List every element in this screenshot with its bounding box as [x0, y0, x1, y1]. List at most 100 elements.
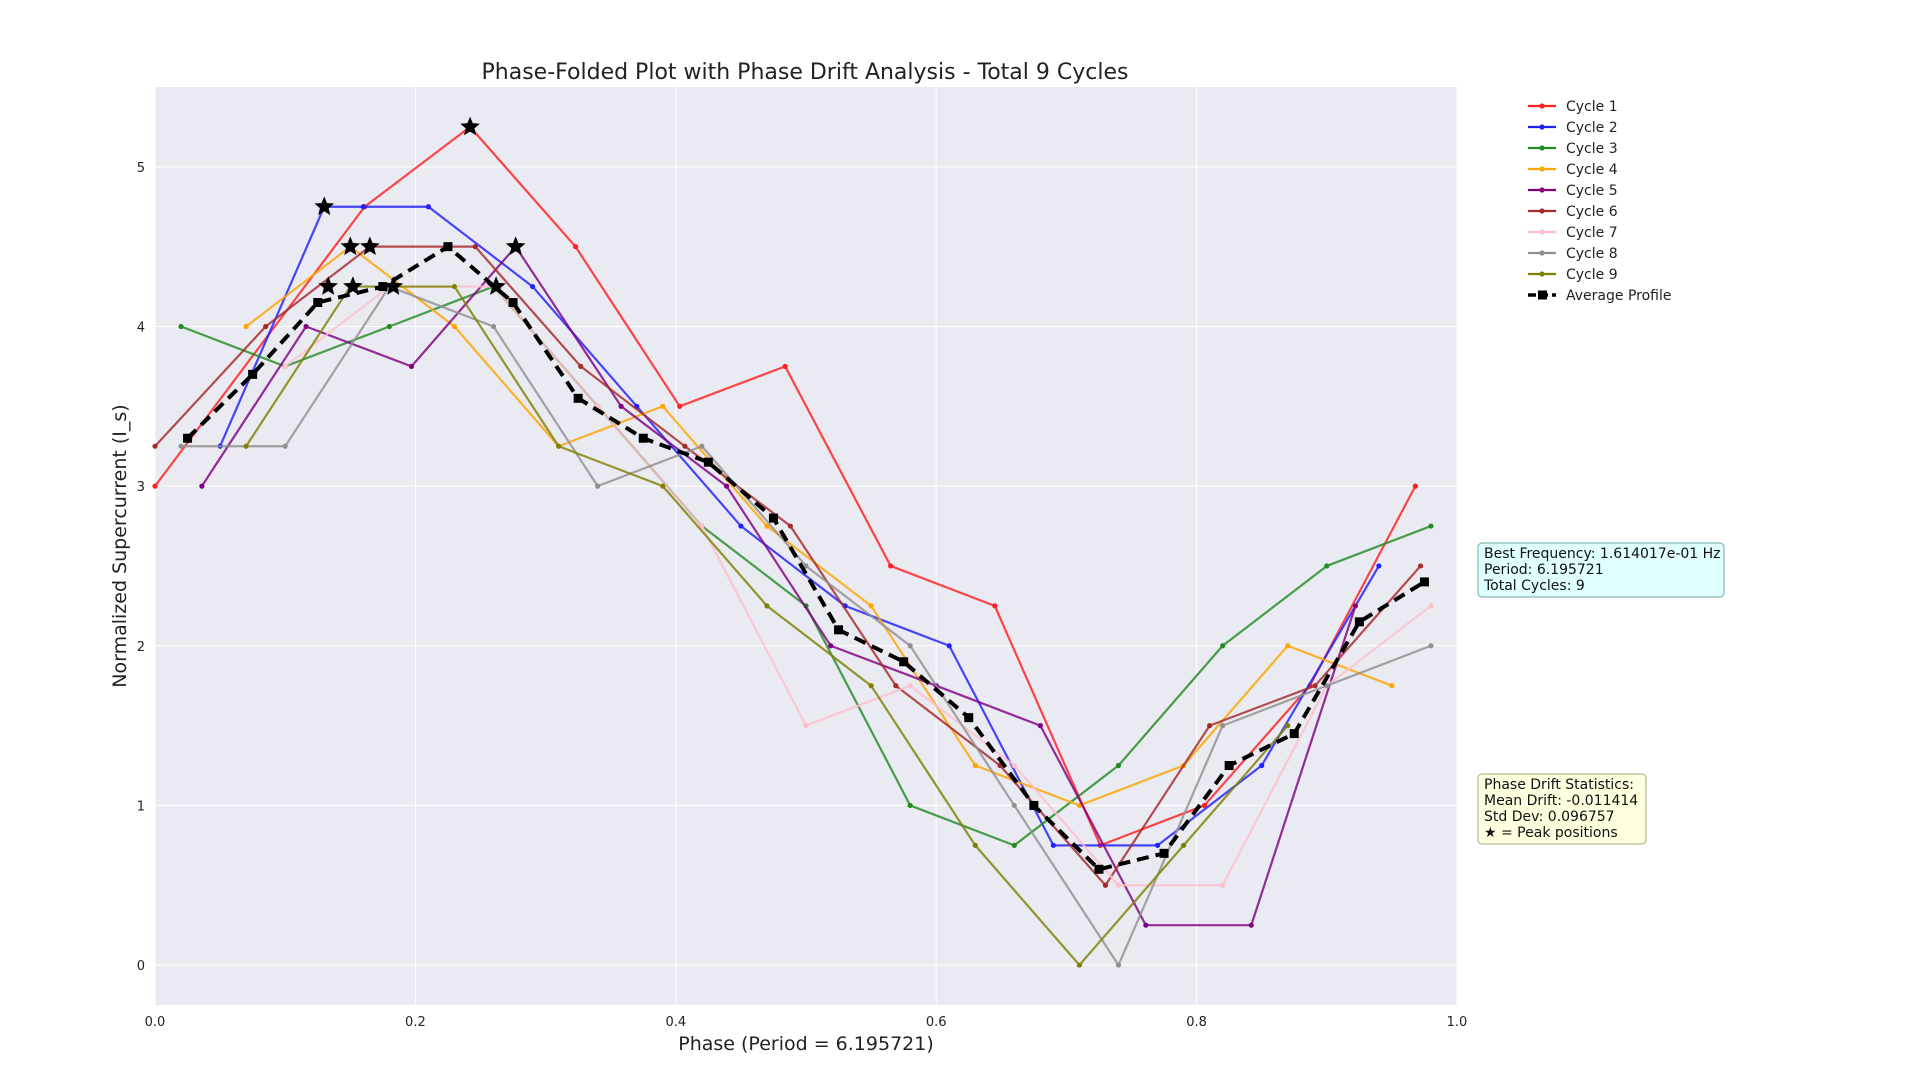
- data-point: [451, 323, 458, 330]
- data-point: [868, 683, 874, 689]
- data-point: [972, 762, 978, 769]
- info-frequency: Best Frequency: 1.614017e-01 Hz: [1484, 546, 1721, 562]
- data-point: [1011, 842, 1017, 848]
- data-point: [638, 433, 648, 443]
- data-point: [992, 603, 998, 609]
- legend-label: Cycle 3: [1566, 141, 1618, 157]
- legend-label: Cycle 9: [1566, 267, 1618, 283]
- data-point: [386, 323, 392, 330]
- data-point: [1324, 563, 1330, 569]
- data-point: [282, 443, 288, 449]
- legend-marker: [1539, 208, 1545, 214]
- drift-box: Phase Drift Statistics: Mean Drift: -0.0…: [1477, 773, 1647, 845]
- data-point: [907, 643, 913, 649]
- y-tick-label: 4: [137, 320, 145, 335]
- data-point: [313, 298, 323, 308]
- drift-peak-note: ★ = Peak positions: [1484, 825, 1618, 841]
- peak-star-marker: [505, 236, 526, 256]
- data-point: [699, 443, 705, 449]
- data-point: [443, 242, 453, 252]
- x-axis-ticks: 0.0 0.2 0.4 0.6 0.8 1.0: [145, 1015, 1468, 1030]
- grid-lines: [154, 87, 1458, 1005]
- peak-star-marker: [314, 196, 335, 216]
- y-tick-label: 0: [137, 959, 145, 974]
- legend-marker: [1539, 271, 1545, 277]
- data-point: [1201, 802, 1208, 809]
- data-point: [508, 298, 518, 308]
- data-point: [472, 244, 478, 250]
- data-point: [1220, 643, 1226, 649]
- data-point: [738, 523, 744, 529]
- data-point: [1037, 723, 1043, 729]
- legend-label: Average Profile: [1566, 288, 1671, 304]
- data-point: [183, 433, 193, 443]
- data-point: [1094, 864, 1104, 874]
- data-point: [893, 683, 899, 689]
- peak-star-marker: [360, 236, 380, 256]
- data-point: [152, 483, 158, 489]
- series-line: [284, 285, 1432, 887]
- data-point: [1102, 882, 1109, 888]
- x-tick-label: 0.6: [926, 1015, 947, 1030]
- data-point: [888, 563, 894, 569]
- legend-entry-cycle-6: Cycle 6: [1528, 204, 1618, 220]
- data-point: [378, 282, 388, 292]
- data-point: [1207, 723, 1213, 729]
- data-point: [1224, 761, 1234, 771]
- data-point: [1428, 603, 1434, 609]
- legend-marker: [1539, 103, 1545, 109]
- data-point: [1220, 723, 1226, 729]
- series-cycle-9: [243, 283, 1291, 968]
- data-point: [1289, 729, 1299, 739]
- data-point: [1259, 762, 1265, 769]
- data-point: [556, 443, 562, 449]
- chart-title: Phase-Folded Plot with Phase Drift Analy…: [482, 60, 1129, 85]
- peak-star-marker: [318, 276, 338, 295]
- data-point: [152, 443, 158, 449]
- legend-marker: [1538, 290, 1547, 300]
- series-cycle-1: [152, 124, 1418, 848]
- drift-mean: Mean Drift: -0.011414: [1484, 793, 1638, 809]
- legend-marker: [1539, 187, 1545, 193]
- data-point: [803, 723, 809, 729]
- data-point: [764, 523, 770, 529]
- info-period: Period: 6.195721: [1484, 562, 1604, 578]
- legend-label: Cycle 4: [1566, 162, 1618, 178]
- data-point: [899, 657, 909, 667]
- data-point: [425, 204, 432, 210]
- data-point: [828, 643, 834, 649]
- data-point: [1324, 683, 1330, 689]
- data-point: [723, 483, 730, 489]
- data-point: [243, 323, 249, 330]
- y-tick-label: 2: [137, 640, 145, 655]
- data-point: [303, 323, 309, 330]
- data-point: [964, 713, 974, 723]
- data-point: [573, 393, 583, 403]
- peak-star-marker: [486, 276, 506, 295]
- legend-marker: [1539, 229, 1545, 235]
- data-point: [907, 683, 913, 689]
- legend-label: Cycle 7: [1566, 225, 1618, 241]
- series-line: [200, 245, 1357, 927]
- data-point: [868, 603, 874, 609]
- legend-entry-cycle-3: Cycle 3: [1528, 141, 1618, 157]
- x-tick-label: 0.2: [405, 1015, 426, 1030]
- peak-star-marker: [340, 236, 361, 256]
- x-tick-label: 1.0: [1447, 1015, 1468, 1030]
- data-point: [764, 603, 770, 609]
- legend-entry-cycle-7: Cycle 7: [1528, 225, 1618, 241]
- legend-marker: [1539, 145, 1545, 151]
- data-point: [1115, 962, 1122, 968]
- legend-entry-cycle-2: Cycle 2: [1528, 120, 1618, 136]
- data-point: [803, 563, 809, 569]
- data-point: [1076, 962, 1083, 968]
- data-point: [782, 363, 788, 369]
- data-point: [1011, 802, 1017, 809]
- data-point: [1428, 523, 1434, 529]
- peak-markers: [314, 116, 526, 295]
- data-point: [1428, 643, 1434, 649]
- legend-entry-average-profile: Average Profile: [1528, 288, 1671, 304]
- data-point: [1376, 563, 1382, 569]
- data-point: [677, 403, 683, 409]
